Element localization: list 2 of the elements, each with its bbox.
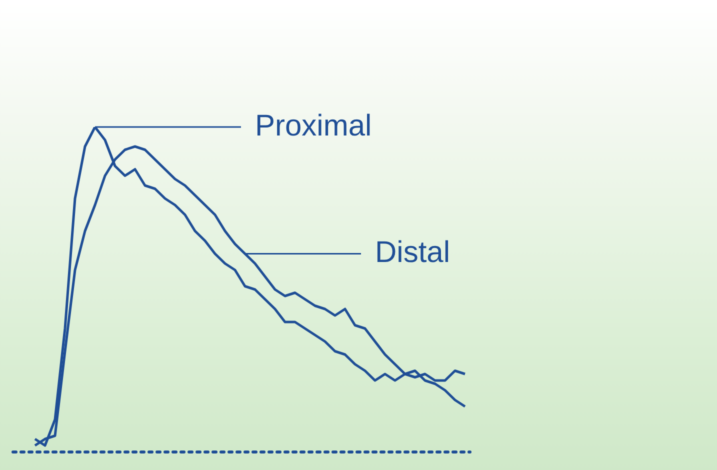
legend-label: Proximal [255,109,372,142]
legend-label: Distal [375,236,450,270]
